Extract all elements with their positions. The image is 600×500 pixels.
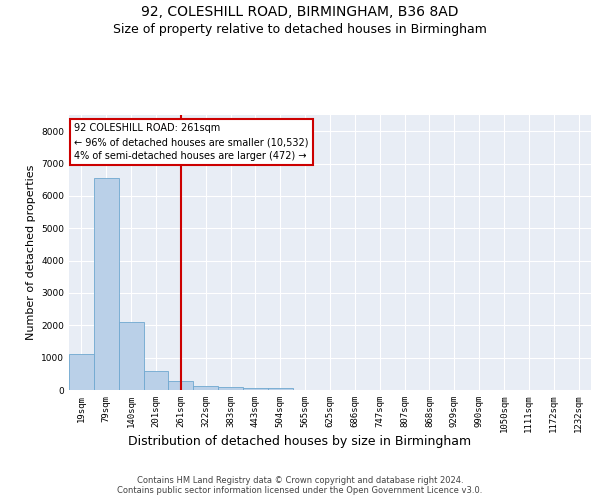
- Text: Contains HM Land Registry data © Crown copyright and database right 2024.
Contai: Contains HM Land Registry data © Crown c…: [118, 476, 482, 495]
- Bar: [193, 386, 218, 390]
- Text: Size of property relative to detached houses in Birmingham: Size of property relative to detached ho…: [113, 22, 487, 36]
- Bar: [119, 322, 143, 390]
- Bar: [268, 388, 293, 390]
- Y-axis label: Number of detached properties: Number of detached properties: [26, 165, 35, 340]
- Bar: [143, 370, 169, 390]
- Bar: [169, 382, 193, 390]
- Text: 92 COLESHILL ROAD: 261sqm
← 96% of detached houses are smaller (10,532)
4% of se: 92 COLESHILL ROAD: 261sqm ← 96% of detac…: [74, 123, 309, 161]
- Text: Distribution of detached houses by size in Birmingham: Distribution of detached houses by size …: [128, 435, 472, 448]
- Bar: [218, 388, 243, 390]
- Bar: [94, 178, 119, 390]
- Bar: [69, 354, 94, 390]
- Bar: [243, 388, 268, 390]
- Text: 92, COLESHILL ROAD, BIRMINGHAM, B36 8AD: 92, COLESHILL ROAD, BIRMINGHAM, B36 8AD: [141, 5, 459, 19]
